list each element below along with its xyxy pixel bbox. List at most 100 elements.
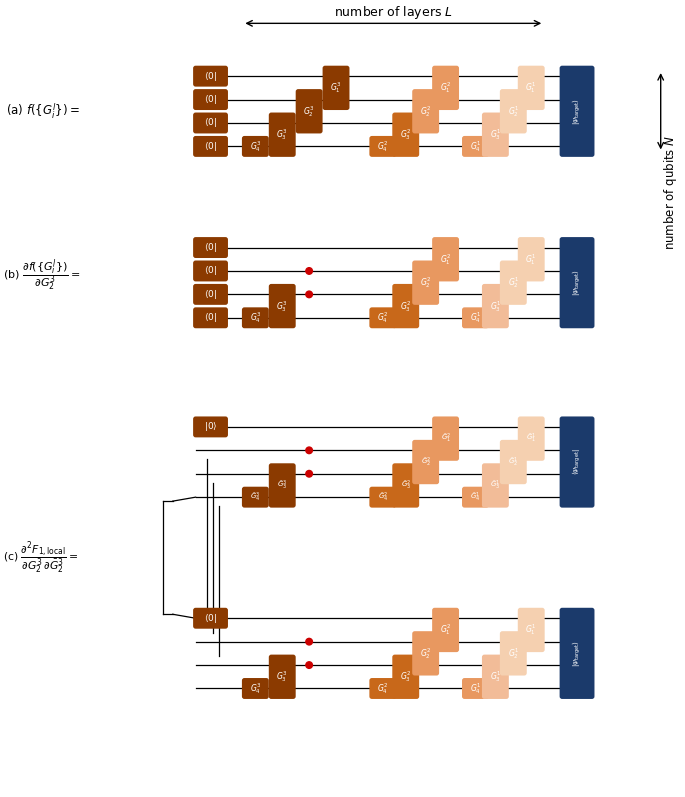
FancyBboxPatch shape	[393, 284, 419, 328]
FancyBboxPatch shape	[412, 631, 439, 676]
Text: $\langle 0|$: $\langle 0|$	[204, 288, 217, 301]
Circle shape	[306, 447, 312, 453]
FancyBboxPatch shape	[432, 417, 459, 461]
FancyBboxPatch shape	[462, 678, 489, 699]
FancyBboxPatch shape	[500, 261, 527, 304]
Text: $\bar{G}_3^1$: $\bar{G}_3^1$	[490, 479, 501, 492]
Text: $G_1^3$: $G_1^3$	[330, 80, 342, 96]
FancyBboxPatch shape	[393, 654, 419, 699]
Text: $G_1^1$: $G_1^1$	[525, 80, 537, 96]
Text: $\langle 0|$: $\langle 0|$	[204, 140, 217, 153]
FancyBboxPatch shape	[462, 487, 489, 508]
FancyBboxPatch shape	[482, 112, 509, 157]
Text: $G_2^1$: $G_2^1$	[508, 275, 519, 290]
FancyBboxPatch shape	[193, 608, 228, 629]
FancyBboxPatch shape	[462, 136, 489, 157]
Text: $G_3^3$: $G_3^3$	[277, 128, 288, 142]
Text: $G_1^2$: $G_1^2$	[440, 622, 451, 638]
Text: $\langle 0|$: $\langle 0|$	[204, 93, 217, 106]
Text: $G_3^3$: $G_3^3$	[277, 299, 288, 313]
FancyBboxPatch shape	[482, 654, 509, 699]
Text: $G_2^3$: $G_2^3$	[303, 104, 315, 119]
FancyBboxPatch shape	[242, 136, 269, 157]
FancyBboxPatch shape	[393, 112, 419, 157]
Circle shape	[306, 268, 312, 274]
FancyBboxPatch shape	[560, 237, 595, 328]
Text: $\langle 0|$: $\langle 0|$	[204, 69, 217, 83]
FancyBboxPatch shape	[500, 89, 527, 133]
Text: $G_3^2$: $G_3^2$	[400, 128, 412, 142]
FancyBboxPatch shape	[193, 417, 228, 438]
Text: $G_1^2$: $G_1^2$	[440, 80, 451, 96]
Text: $G_2^2$: $G_2^2$	[420, 646, 432, 661]
FancyBboxPatch shape	[500, 631, 527, 676]
Text: $G_4^2$: $G_4^2$	[377, 681, 388, 696]
Text: $\langle 0|$: $\langle 0|$	[204, 265, 217, 277]
FancyBboxPatch shape	[518, 237, 545, 281]
Text: $G_1^2$: $G_1^2$	[440, 252, 451, 267]
FancyBboxPatch shape	[518, 608, 545, 652]
Circle shape	[306, 638, 312, 645]
Text: $G_2^2$: $G_2^2$	[420, 104, 432, 119]
FancyBboxPatch shape	[393, 463, 419, 508]
Text: $G_4^2$: $G_4^2$	[377, 139, 388, 154]
Text: $G_3^2$: $G_3^2$	[400, 299, 412, 313]
Text: $\langle\psi_\mathrm{target}|$: $\langle\psi_\mathrm{target}|$	[571, 449, 583, 476]
FancyBboxPatch shape	[518, 65, 545, 110]
FancyBboxPatch shape	[482, 284, 509, 328]
FancyBboxPatch shape	[242, 308, 269, 328]
Text: $\langle 0|$: $\langle 0|$	[204, 241, 217, 254]
Text: $G_4^2$: $G_4^2$	[377, 310, 388, 325]
Circle shape	[306, 662, 312, 669]
Text: $G_3^1$: $G_3^1$	[490, 128, 501, 142]
FancyBboxPatch shape	[482, 463, 509, 508]
Text: $\bar{G}_1^1$: $\bar{G}_1^1$	[526, 432, 536, 446]
FancyBboxPatch shape	[269, 463, 296, 508]
Text: $\bar{G}_4^1$: $\bar{G}_4^1$	[471, 491, 481, 504]
FancyBboxPatch shape	[269, 654, 296, 699]
FancyBboxPatch shape	[500, 440, 527, 485]
Text: $G_3^1$: $G_3^1$	[490, 299, 501, 313]
Text: $G_4^3$: $G_4^3$	[249, 139, 261, 154]
FancyBboxPatch shape	[323, 65, 349, 110]
FancyBboxPatch shape	[432, 65, 459, 110]
FancyBboxPatch shape	[369, 136, 397, 157]
FancyBboxPatch shape	[193, 65, 228, 87]
FancyBboxPatch shape	[432, 237, 459, 281]
FancyBboxPatch shape	[193, 112, 228, 133]
Text: $G_2^2$: $G_2^2$	[420, 275, 432, 290]
FancyBboxPatch shape	[560, 608, 595, 699]
FancyBboxPatch shape	[242, 487, 269, 508]
FancyBboxPatch shape	[296, 89, 323, 133]
FancyBboxPatch shape	[193, 237, 228, 258]
Text: $G_2^1$: $G_2^1$	[508, 104, 519, 119]
FancyBboxPatch shape	[412, 89, 439, 133]
Text: $\bar{G}_3^3$: $\bar{G}_3^3$	[277, 479, 287, 492]
FancyBboxPatch shape	[193, 136, 228, 157]
Text: $G_3^3$: $G_3^3$	[277, 669, 288, 685]
FancyBboxPatch shape	[369, 678, 397, 699]
Text: $\bar{G}_4^3$: $\bar{G}_4^3$	[250, 491, 260, 504]
FancyBboxPatch shape	[193, 284, 228, 304]
Text: (c) $\dfrac{\partial^2 F_{1,\mathrm{local}}}{\partial G_2^3\,\partial\bar{G}_2^3: (c) $\dfrac{\partial^2 F_{1,\mathrm{loca…	[3, 540, 79, 575]
FancyBboxPatch shape	[560, 417, 595, 508]
FancyBboxPatch shape	[269, 112, 296, 157]
Text: $G_3^1$: $G_3^1$	[490, 669, 501, 685]
FancyBboxPatch shape	[560, 65, 595, 157]
Text: $\bar{G}_4^2$: $\bar{G}_4^2$	[377, 491, 388, 504]
FancyBboxPatch shape	[369, 308, 397, 328]
Text: $G_4^1$: $G_4^1$	[470, 310, 481, 325]
Text: $|\psi_\mathrm{target}\rangle$: $|\psi_\mathrm{target}\rangle$	[571, 640, 583, 667]
Text: $\bar{G}_3^2$: $\bar{G}_3^2$	[401, 479, 411, 492]
Text: $\langle 0|$: $\langle 0|$	[204, 612, 217, 625]
FancyBboxPatch shape	[193, 308, 228, 328]
Text: $|\psi_\mathrm{target}\rangle$: $|\psi_\mathrm{target}\rangle$	[571, 269, 583, 296]
Text: (b) $\dfrac{\partial f(\{G_i^l\})}{\partial G_2^3}=$: (b) $\dfrac{\partial f(\{G_i^l\})}{\part…	[3, 257, 81, 292]
Text: $|\psi_\mathrm{target}\rangle$: $|\psi_\mathrm{target}\rangle$	[571, 98, 583, 125]
Text: number of layers $L$: number of layers $L$	[334, 4, 453, 21]
Text: $G_3^2$: $G_3^2$	[400, 669, 412, 685]
Text: (a) $f(\{G_i^l\}) =$: (a) $f(\{G_i^l\}) =$	[6, 101, 80, 121]
FancyBboxPatch shape	[462, 308, 489, 328]
FancyBboxPatch shape	[412, 261, 439, 304]
FancyBboxPatch shape	[412, 440, 439, 485]
